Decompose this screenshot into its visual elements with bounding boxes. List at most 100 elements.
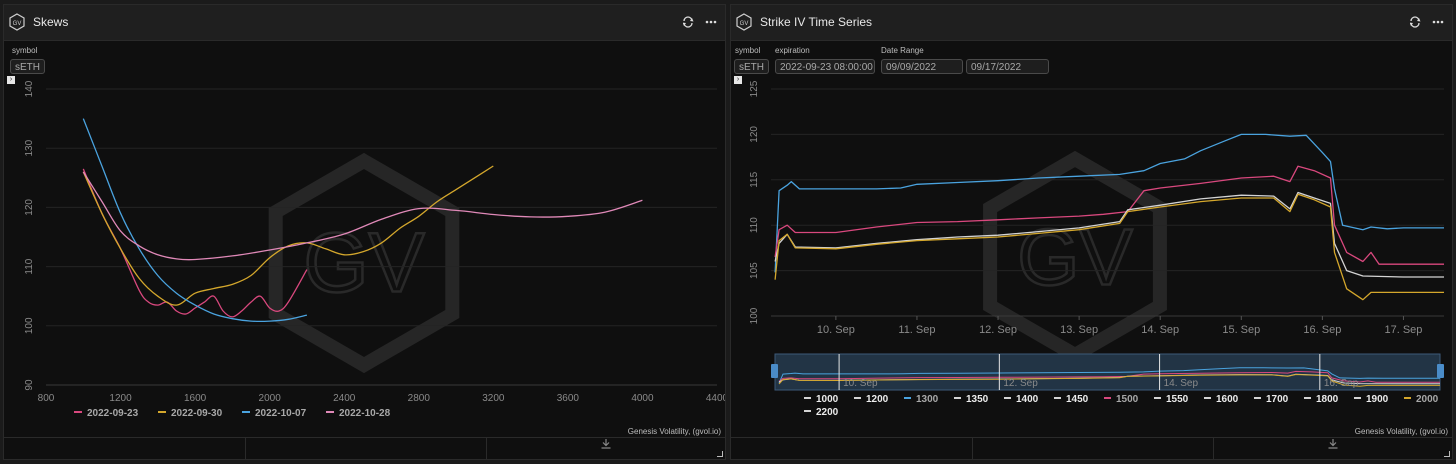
footer-divider [972, 438, 973, 459]
date-to-input[interactable]: 09/17/2022 [966, 59, 1049, 74]
expand-icon[interactable]: › [734, 76, 742, 84]
more-icon[interactable] [705, 20, 717, 24]
navigator-handle-right [1437, 364, 1444, 378]
expiration-label: expiration [775, 46, 810, 55]
legend-item: 1200 [854, 394, 889, 405]
legend-item: 2200 [804, 407, 839, 418]
skews-panel: GV Skews symbol sETH › GV 90 100 110 120 130 1… [3, 4, 726, 460]
x-tick-label: 2000 [259, 393, 282, 404]
x-tick-label: 14. Sep [1141, 324, 1179, 336]
legend-label: 1300 [916, 394, 939, 405]
legend-label: 2022-09-30 [171, 408, 223, 419]
x-tick-label: 12. Sep [979, 324, 1017, 336]
watermark-hexagon [268, 152, 460, 374]
navigator-tick-label: 14. Sep [1164, 378, 1199, 389]
legend-item: 1450 [1054, 394, 1089, 405]
x-tick-label: 3200 [482, 393, 505, 404]
legend-item: 1500 [1104, 394, 1139, 405]
strike-iv-chart: GV 100 105 110 115 120 125 10. Sep 11. Sep 12. Se… [749, 80, 1444, 418]
skews-title: Skews [33, 15, 69, 29]
skews-header: GV Skews [4, 5, 725, 41]
legend-item: 1900 [1354, 394, 1389, 405]
expand-icon[interactable]: › [7, 76, 15, 84]
legend-label: 2022-10-28 [339, 408, 391, 419]
legend-label: 1400 [1016, 394, 1039, 405]
y-tick-label: 110 [749, 217, 760, 233]
series-line-1500 [774, 165, 1444, 265]
symbol-select[interactable]: sETH [734, 59, 769, 74]
resize-icon[interactable] [717, 451, 723, 457]
date-from-input[interactable]: 09/09/2022 [881, 59, 963, 74]
more-icon[interactable] [1432, 20, 1444, 24]
series-line-2000 [774, 193, 1444, 301]
x-tick-label: 16. Sep [1303, 324, 1341, 336]
date-range-label: Date Range [881, 46, 924, 55]
expiration-select[interactable]: 2022-09-23 08:00:00 [775, 59, 875, 74]
legend-item: 1800 [1304, 394, 1339, 405]
legend-label: 1500 [1116, 394, 1139, 405]
y-tick-label: 115 [749, 171, 760, 187]
x-tick-label: 10. Sep [817, 324, 855, 336]
legend-label: 1450 [1066, 394, 1089, 405]
gv-logo-icon: GV [9, 13, 25, 31]
download-icon[interactable] [600, 438, 612, 450]
x-tick-label: 3600 [557, 393, 580, 404]
legend-label: 1350 [966, 394, 989, 405]
x-tick-label: 17. Sep [1384, 324, 1422, 336]
series-line-2022-10-07 [82, 118, 308, 323]
legend-label: 2022-09-23 [87, 408, 139, 419]
svg-text:GV: GV [740, 21, 749, 27]
legend-label: 2022-10-07 [255, 408, 307, 419]
y-tick-label: 130 [24, 139, 35, 156]
navigator-tick-label: 12. Sep [1003, 378, 1038, 389]
x-tick-label: 1200 [109, 393, 132, 404]
header-icons [1410, 16, 1444, 28]
legend-item: 1000 [804, 394, 839, 405]
legend-item: 1300 [904, 394, 939, 405]
gv-logo-icon: GV [736, 13, 752, 31]
navigator-series-1300 [778, 367, 1440, 384]
header-icons [683, 16, 717, 28]
series-line-1600 [774, 191, 1444, 278]
legend-label: 1550 [1166, 394, 1189, 405]
y-tick-label: 125 [749, 80, 760, 97]
navigator-handle-left [771, 364, 778, 378]
legend-label: 1900 [1366, 394, 1389, 405]
skews-credit: Genesis Volatility, (gvol.io) [627, 427, 721, 436]
x-tick-label: 11. Sep [898, 324, 935, 336]
skews-chart: GV 90 100 110 120 130 140 800 1200 1600 2000 2400 28… [24, 80, 726, 419]
refresh-icon[interactable] [683, 16, 694, 28]
y-tick-label: 140 [24, 80, 35, 97]
refresh-icon[interactable] [1410, 16, 1421, 28]
y-tick-label: 120 [24, 199, 35, 216]
symbol-label: symbol [12, 46, 38, 55]
watermark-text: GV [1017, 212, 1133, 301]
legend-label: 2200 [816, 407, 839, 418]
series-line-2022-09-30 [82, 165, 494, 306]
strike-header: GV Strike IV Time Series [731, 5, 1452, 41]
resize-icon[interactable] [1444, 451, 1450, 457]
footer-divider [245, 438, 246, 459]
x-tick-label: 13. Sep [1060, 324, 1098, 336]
strike-iv-panel: GV Strike IV Time Series symbol expirati… [730, 4, 1453, 460]
x-tick-label: 4400 [706, 393, 726, 404]
y-tick-label: 100 [24, 317, 35, 334]
series-line-2022-09-23 [82, 168, 308, 318]
x-tick-label: 1600 [184, 393, 207, 404]
legend-item: 1700 [1254, 394, 1289, 405]
legend-label: 2000 [1416, 394, 1439, 405]
y-tick-label: 90 [24, 379, 35, 391]
x-tick-label: 4000 [631, 393, 654, 404]
strike-footer [731, 437, 1452, 459]
x-tick-label: 800 [38, 393, 55, 404]
y-tick-label: 110 [24, 258, 35, 274]
y-tick-label: 120 [749, 126, 760, 143]
symbol-select[interactable]: sETH [10, 59, 45, 74]
navigator-tick-label: 16. Sep [1324, 378, 1359, 389]
footer-divider [486, 438, 487, 459]
symbol-label: symbol [735, 46, 761, 55]
x-tick-label: 15. Sep [1222, 324, 1260, 336]
series-line-1300 [774, 133, 1444, 273]
legend-label: 1000 [816, 394, 839, 405]
download-icon[interactable] [1327, 438, 1339, 450]
